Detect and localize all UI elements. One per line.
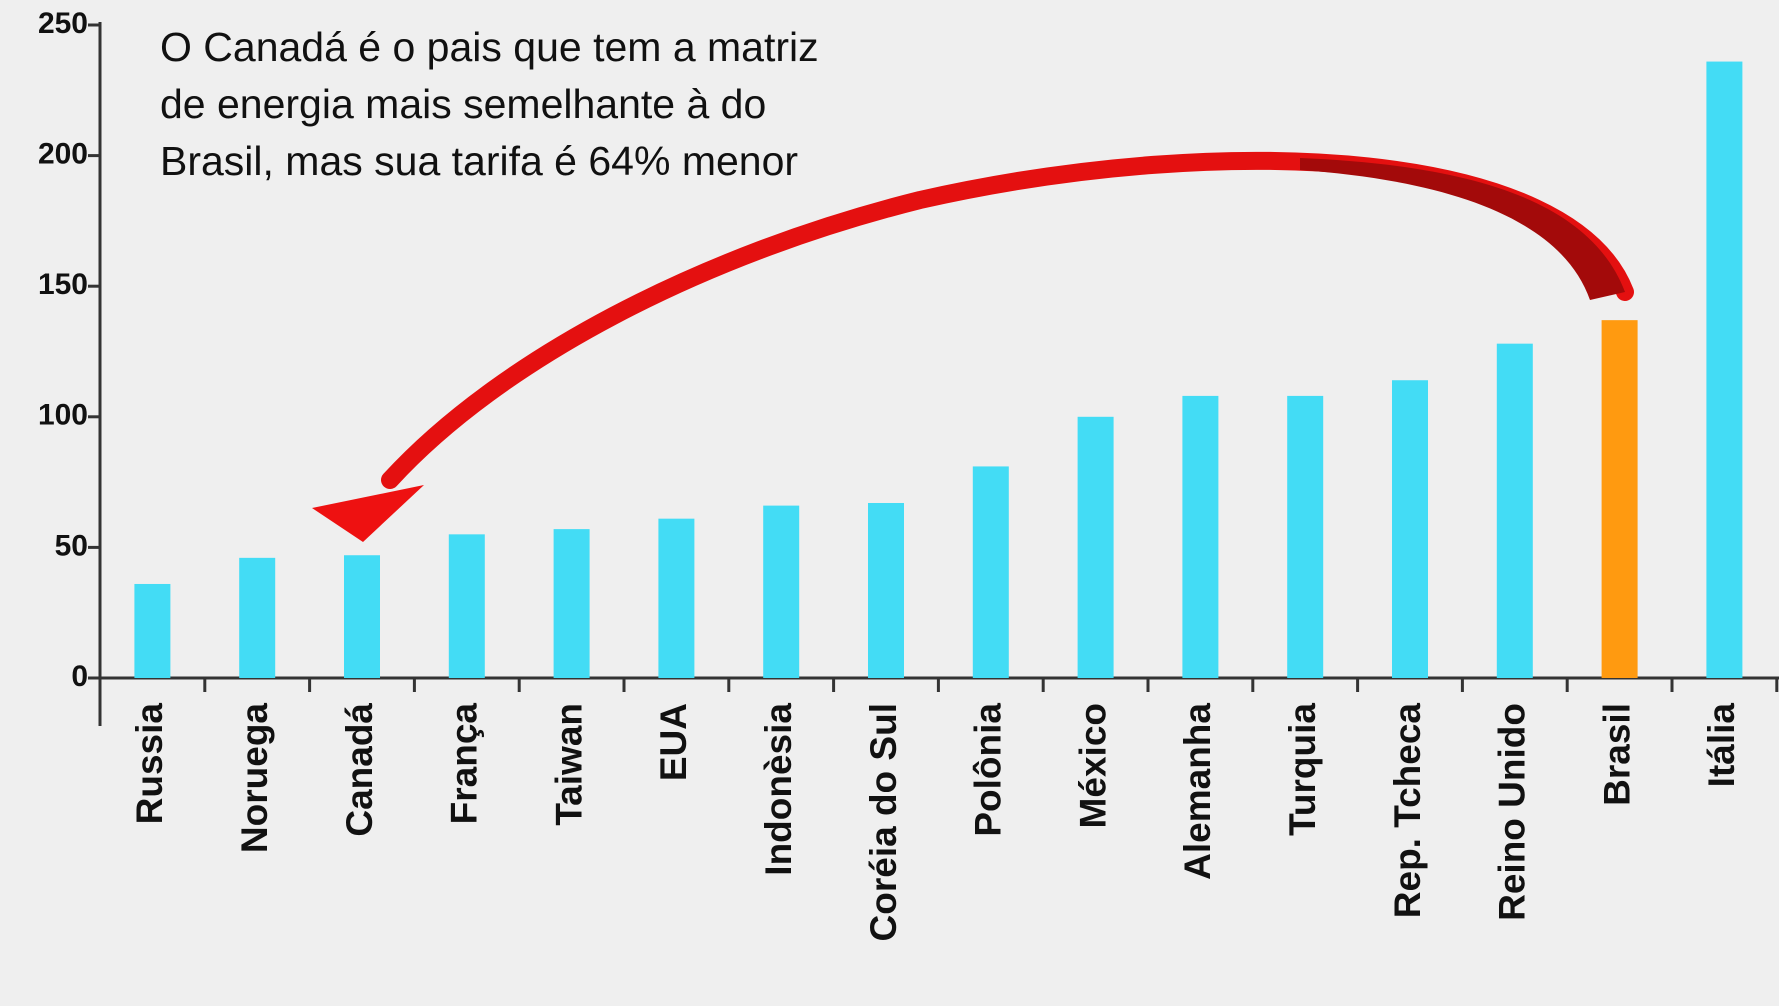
bar bbox=[1496, 343, 1533, 678]
bar bbox=[1392, 380, 1428, 678]
bar bbox=[1287, 395, 1324, 678]
bar bbox=[553, 529, 590, 678]
y-tick-label: 250 bbox=[38, 7, 88, 40]
bar bbox=[972, 466, 1009, 678]
x-tick-label: França bbox=[444, 703, 485, 825]
arrow-head bbox=[312, 485, 424, 542]
x-tick-label: Rep. Tcheca bbox=[1387, 703, 1428, 919]
bar bbox=[1601, 320, 1638, 678]
x-tick-label: Alemanha bbox=[1177, 703, 1218, 880]
y-tick-label: 200 bbox=[38, 138, 88, 171]
arrow-shade bbox=[1300, 158, 1625, 300]
x-tick-label: Noruega bbox=[234, 703, 275, 854]
x-tick-label: Russia bbox=[129, 703, 170, 825]
y-tick-label: 0 bbox=[71, 660, 88, 693]
bar bbox=[344, 555, 380, 678]
x-tick-label: Taiwan bbox=[548, 703, 589, 826]
x-tick-label: EUA bbox=[653, 703, 694, 781]
x-tick-label: Indonèsia bbox=[758, 703, 799, 876]
x-tick-label: México bbox=[1072, 703, 1113, 828]
x-tick-label: Canadá bbox=[339, 703, 380, 837]
bar bbox=[868, 502, 904, 678]
bar bbox=[658, 518, 695, 678]
bar bbox=[1706, 61, 1743, 679]
annotation: O Canadá é o pais que tem a matriz de ene… bbox=[160, 24, 819, 184]
bar bbox=[134, 583, 171, 678]
x-tick-label: Brasil bbox=[1596, 703, 1637, 806]
bar bbox=[1077, 416, 1114, 678]
y-tick-label: 100 bbox=[38, 399, 88, 432]
bar bbox=[448, 534, 485, 678]
x-tick-label: Coréia do Sul bbox=[863, 703, 904, 941]
y-tick-label: 150 bbox=[38, 268, 88, 301]
x-tick-label: Reino Unido bbox=[1492, 703, 1533, 921]
x-tick-label: Polônia bbox=[968, 703, 1009, 837]
x-tick-label: Itália bbox=[1701, 703, 1742, 788]
bar bbox=[239, 557, 276, 678]
bar bbox=[763, 505, 800, 678]
x-tick-label: Turquia bbox=[1282, 703, 1323, 836]
y-tick-label: 50 bbox=[55, 529, 88, 562]
bar bbox=[1182, 395, 1219, 678]
